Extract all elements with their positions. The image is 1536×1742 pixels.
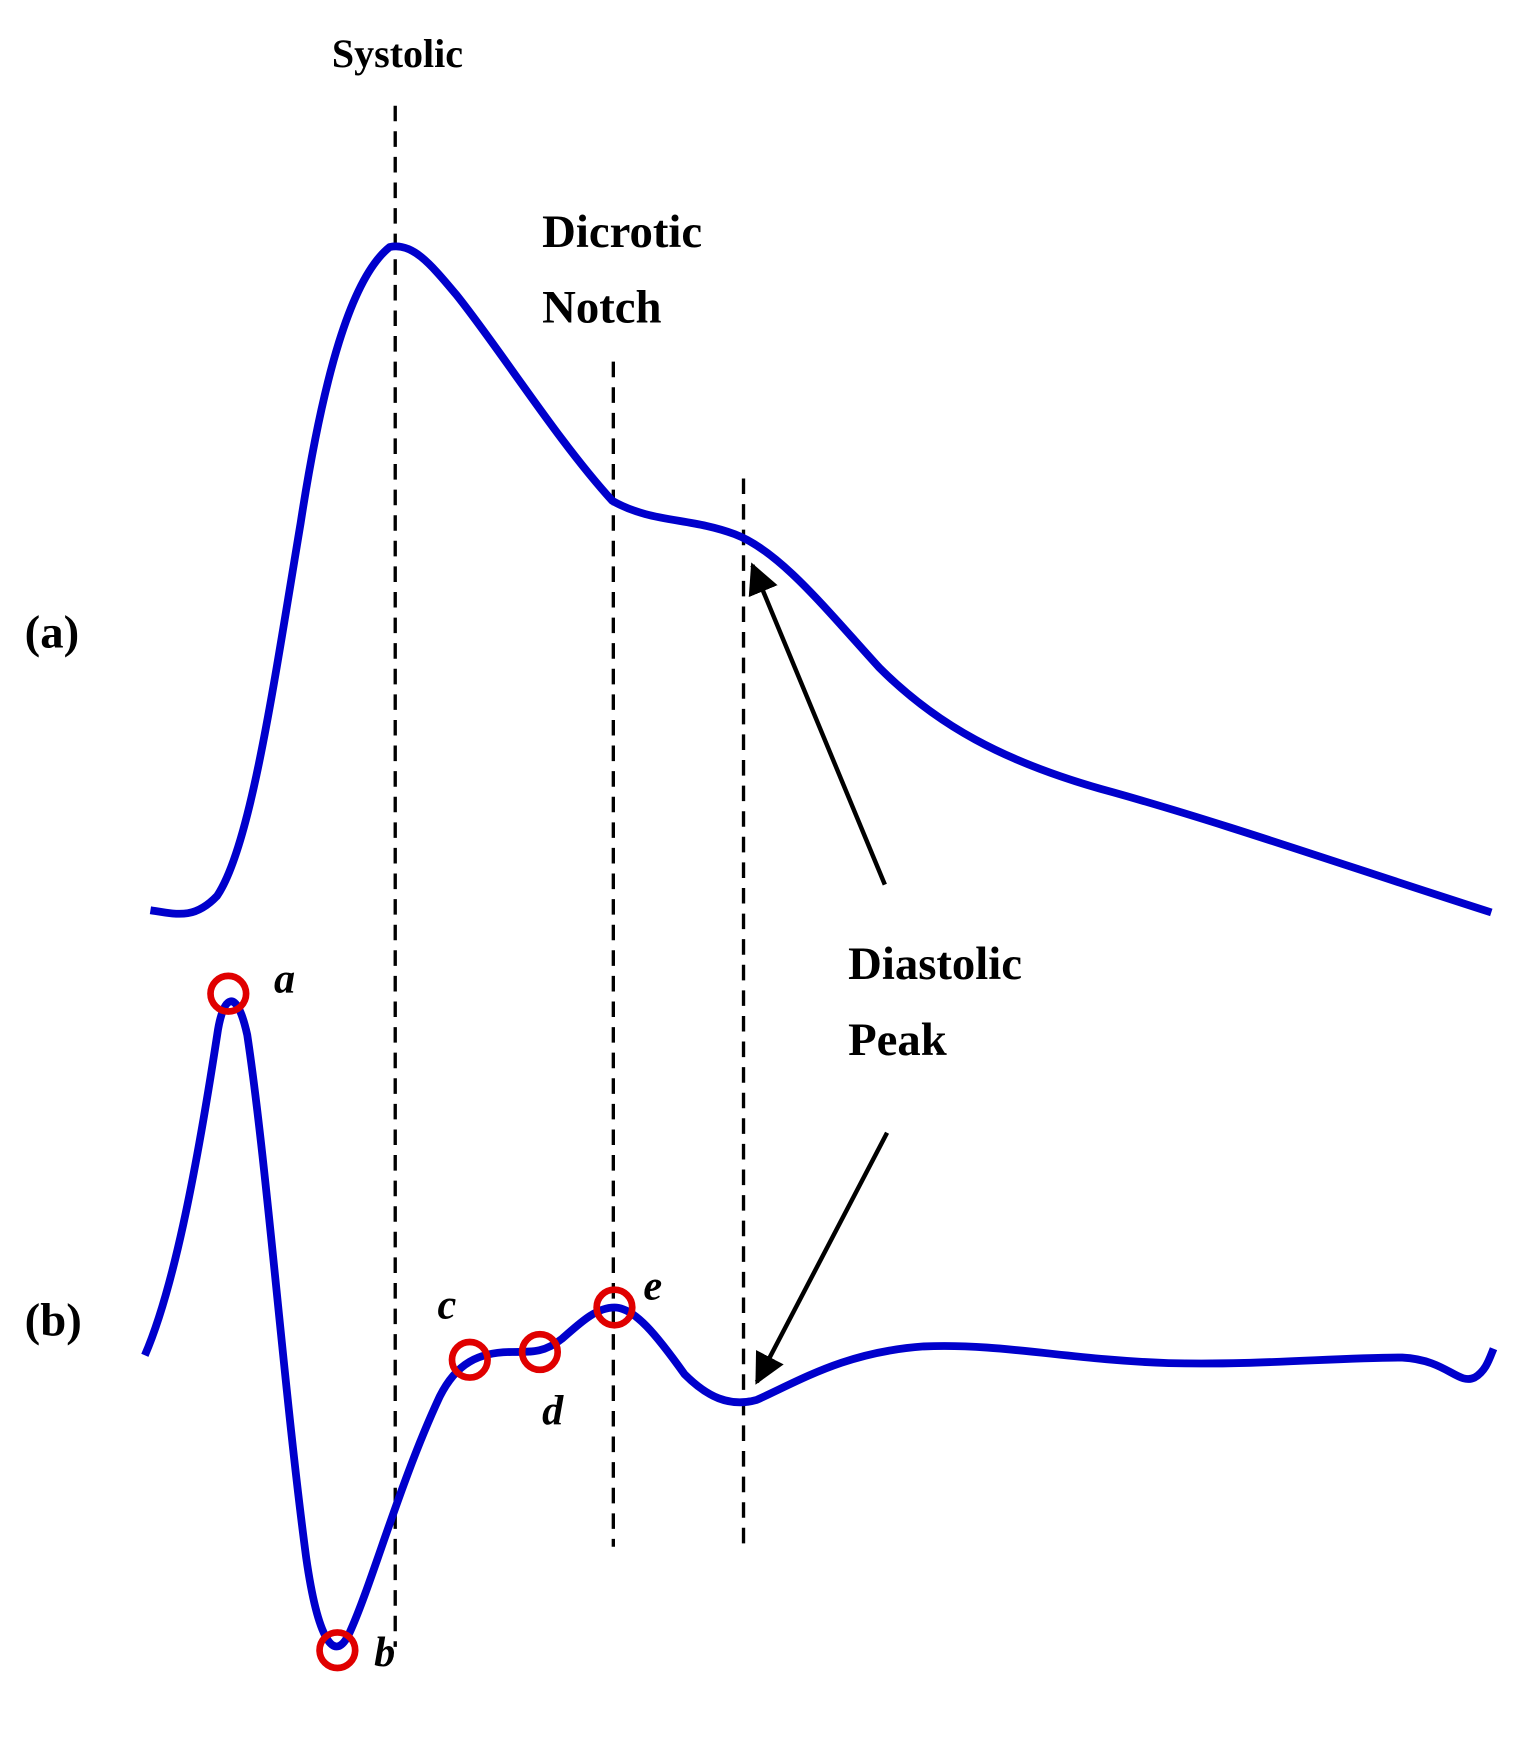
point-e	[593, 1286, 636, 1329]
arrow	[748, 562, 887, 886]
point-label: d	[542, 1387, 564, 1434]
label: Systolic	[332, 31, 463, 76]
point-label: a	[274, 956, 295, 1003]
label: Peak	[848, 1014, 947, 1066]
point-d	[518, 1330, 562, 1374]
point-label: c	[438, 1282, 457, 1329]
point-a	[207, 972, 250, 1015]
ppg-curve	[149, 242, 1493, 918]
label: (a)	[25, 607, 79, 659]
apg-curve	[141, 997, 1498, 1651]
label: Notch	[542, 282, 661, 334]
point-label: b	[374, 1629, 395, 1676]
label: (b)	[25, 1294, 82, 1346]
feature-points	[207, 972, 636, 1672]
label: Diastolic	[848, 938, 1022, 990]
label: Dicrotic	[542, 206, 702, 258]
point-c	[448, 1338, 491, 1381]
point-b	[316, 1629, 359, 1672]
point-label: e	[643, 1263, 662, 1310]
arrow	[754, 1131, 890, 1385]
guide-lines	[393, 105, 746, 1647]
